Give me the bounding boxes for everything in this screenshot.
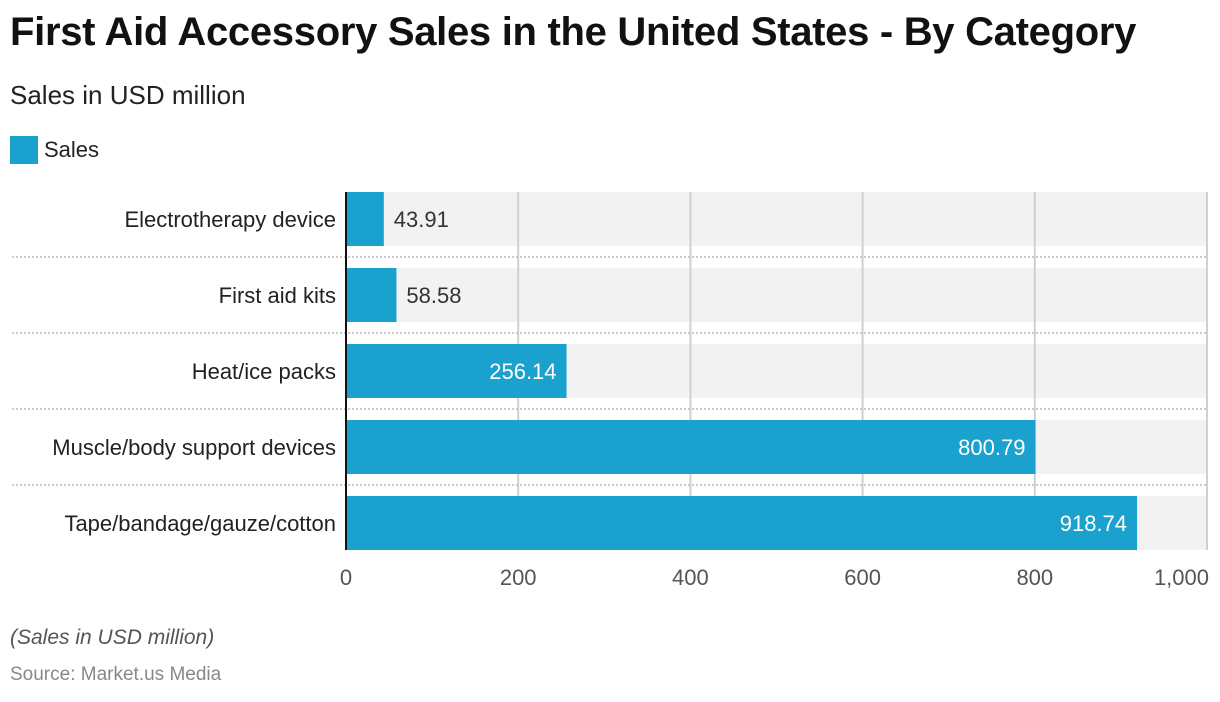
data-label: 800.79 — [958, 435, 1025, 460]
category-label: Heat/ice packs — [192, 359, 336, 384]
chart-title: First Aid Accessory Sales in the United … — [10, 10, 1137, 54]
x-tick-label: 0 — [340, 565, 352, 590]
legend-label-sales: Sales — [44, 137, 100, 162]
x-tick-label: 600 — [844, 565, 881, 590]
bar — [346, 268, 397, 322]
data-label: 256.14 — [489, 359, 556, 384]
chart-source: Source: Market.us Media — [10, 664, 222, 685]
chart-subtitle: Sales in USD million — [10, 80, 246, 110]
data-label: 918.74 — [1060, 511, 1127, 536]
bar — [346, 496, 1138, 550]
x-tick-label: 800 — [1016, 565, 1053, 590]
bar — [346, 344, 567, 398]
bar — [346, 420, 1036, 474]
bar-track — [346, 268, 1207, 322]
x-tick-label: 200 — [500, 565, 537, 590]
legend-swatch-sales — [10, 136, 38, 164]
bar-track — [346, 192, 1207, 246]
category-label: Electrotherapy device — [124, 207, 336, 232]
x-tick-label: 400 — [672, 565, 709, 590]
category-label: Muscle/body support devices — [52, 435, 336, 460]
x-tick-label: 1,000 — [1154, 565, 1209, 590]
category-label: First aid kits — [219, 283, 336, 308]
data-label: 43.91 — [394, 207, 449, 232]
legend: Sales — [10, 136, 99, 164]
data-label: 58.58 — [406, 283, 461, 308]
bar — [346, 192, 384, 246]
category-label: Tape/bandage/gauze/cotton — [64, 511, 336, 536]
chart-note: (Sales in USD million) — [10, 626, 215, 649]
